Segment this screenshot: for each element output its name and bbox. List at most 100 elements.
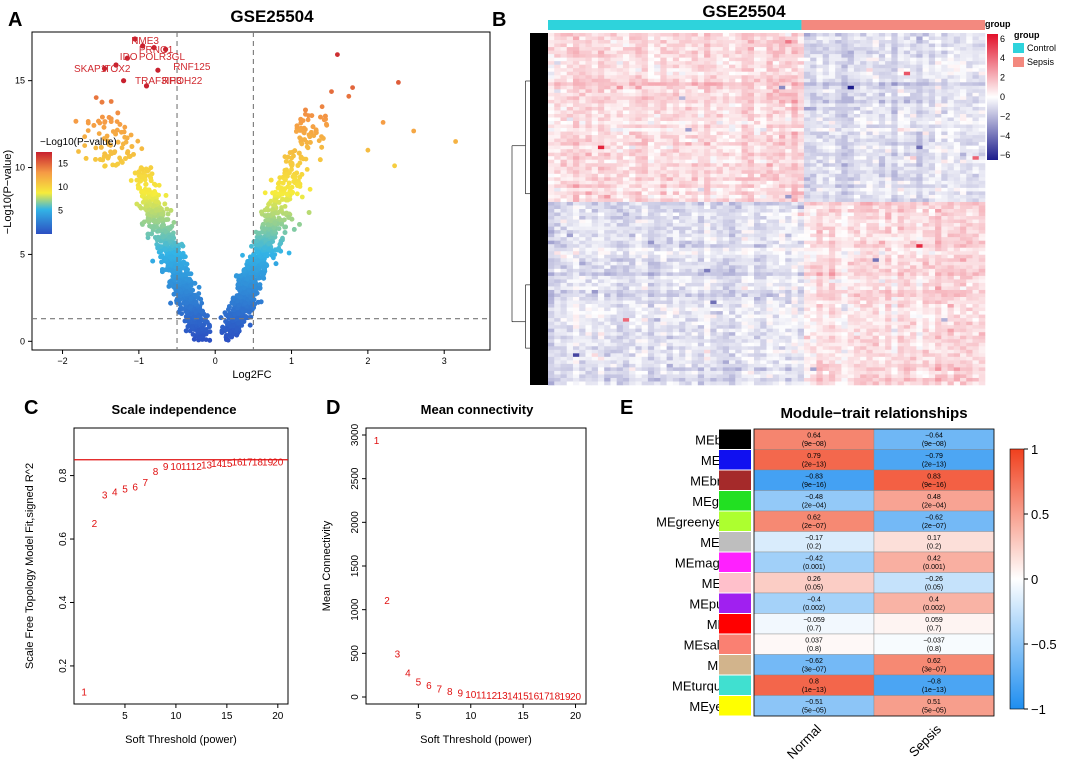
heatmap-cell bbox=[679, 89, 686, 94]
heatmap-cell bbox=[766, 113, 774, 118]
heatmap-cell bbox=[772, 99, 780, 104]
heatmap-cell bbox=[635, 75, 642, 80]
heatmap-cell bbox=[866, 47, 873, 51]
heatmap-cell bbox=[604, 43, 611, 48]
heatmap-cell bbox=[554, 110, 561, 115]
heatmap-cell bbox=[953, 89, 961, 94]
heatmap-cell bbox=[566, 57, 574, 62]
volcano-point bbox=[254, 268, 259, 273]
heatmap-cell bbox=[616, 92, 624, 97]
heatmap-cell bbox=[803, 89, 811, 94]
heatmap-cell bbox=[785, 50, 792, 55]
heatmap-cell bbox=[560, 57, 568, 62]
heatmap-cell bbox=[797, 64, 805, 69]
heatmap-cell bbox=[641, 113, 649, 118]
heatmap-cell bbox=[872, 40, 880, 44]
heatmap-cell bbox=[822, 75, 830, 80]
heatmap-cell bbox=[585, 43, 592, 48]
heatmap-cell bbox=[772, 82, 780, 87]
heatmap-cell bbox=[872, 33, 880, 37]
heatmap-cell bbox=[697, 99, 705, 104]
heatmap-cell bbox=[616, 64, 624, 69]
heatmap-cell bbox=[560, 124, 568, 129]
volcano-point bbox=[197, 320, 203, 325]
heatmap-cell bbox=[916, 64, 923, 69]
heatmap-cell bbox=[953, 50, 961, 55]
heatmap-cell bbox=[978, 54, 986, 58]
heatmap-cell bbox=[716, 113, 724, 118]
heatmap-cell bbox=[622, 40, 630, 44]
heatmap-cell bbox=[816, 85, 823, 90]
volcano-point bbox=[151, 225, 157, 231]
volcano-point bbox=[297, 222, 302, 227]
heatmap-cell bbox=[816, 43, 823, 48]
volcano-point bbox=[145, 235, 151, 241]
heatmap-cell bbox=[654, 106, 661, 111]
volcano-point bbox=[108, 99, 114, 104]
heatmap-cell bbox=[704, 40, 711, 44]
heatmap-cell bbox=[922, 113, 930, 118]
heatmap-cell bbox=[978, 36, 986, 41]
heatmap-cell bbox=[647, 64, 655, 69]
heatmap-cell bbox=[691, 64, 699, 69]
volcano-point bbox=[203, 337, 209, 342]
heatmap-cell bbox=[810, 43, 817, 48]
heatmap-cell bbox=[754, 75, 761, 80]
heatmap-cell bbox=[554, 85, 561, 90]
heatmap-cell bbox=[747, 110, 755, 115]
heatmap-cell bbox=[735, 78, 742, 83]
heatmap-cell bbox=[641, 78, 649, 83]
heatmap-cell bbox=[741, 43, 749, 48]
volcano-point bbox=[266, 241, 271, 247]
volcano-point bbox=[93, 145, 99, 151]
heatmap-cell bbox=[941, 68, 948, 73]
heatmap-cell bbox=[966, 47, 973, 51]
heatmap-cell bbox=[835, 57, 842, 62]
heatmap-cell bbox=[972, 43, 980, 48]
heatmap-cell bbox=[947, 40, 955, 44]
heatmap-cell bbox=[691, 61, 699, 65]
heatmap-cell bbox=[885, 68, 892, 73]
heatmap-cell bbox=[903, 85, 911, 90]
heatmap-cell bbox=[803, 54, 811, 58]
heatmap-cell bbox=[729, 85, 736, 90]
heatmap-cell bbox=[747, 113, 755, 118]
heatmap-cell bbox=[903, 82, 911, 87]
heatmap-cell bbox=[754, 103, 761, 108]
heatmap-cell bbox=[960, 40, 967, 44]
heatmap-cell bbox=[704, 99, 711, 104]
heatmap-cell bbox=[828, 82, 836, 87]
heatmap-cell bbox=[704, 117, 711, 122]
heatmap-cell bbox=[666, 82, 674, 87]
volcano-point bbox=[218, 315, 224, 321]
heatmap-cell bbox=[822, 82, 830, 87]
heatmap-cell bbox=[591, 89, 599, 94]
heatmap-cell bbox=[647, 36, 655, 41]
heatmap-cell bbox=[560, 110, 568, 115]
y-tick-label: 5 bbox=[20, 249, 25, 259]
heatmap-cell bbox=[897, 43, 905, 48]
heatmap-cell bbox=[772, 113, 780, 118]
heatmap-cell bbox=[622, 89, 630, 94]
heatmap-cell bbox=[735, 121, 742, 125]
heatmap-cell bbox=[747, 57, 755, 62]
x-tick-label: 3 bbox=[442, 356, 447, 366]
heatmap-cell bbox=[754, 40, 761, 44]
volcano-point bbox=[286, 211, 292, 217]
heatmap-cell bbox=[910, 50, 917, 55]
heatmap-cell bbox=[941, 57, 948, 62]
heatmap-cell bbox=[972, 40, 980, 44]
heatmap-cell bbox=[572, 68, 580, 73]
heatmap-cell bbox=[579, 54, 586, 58]
heatmap-cell bbox=[816, 64, 823, 69]
heatmap-cell bbox=[654, 33, 661, 37]
heatmap-cell bbox=[604, 82, 611, 87]
heatmap-cell bbox=[966, 40, 973, 44]
heatmap-cell bbox=[647, 106, 655, 111]
heatmap-cell bbox=[810, 82, 817, 87]
heatmap-cell bbox=[903, 89, 911, 94]
heatmap-cell bbox=[716, 64, 724, 69]
heatmap-cell bbox=[928, 71, 936, 76]
heatmap-cell bbox=[903, 113, 911, 118]
heatmap-cell bbox=[654, 36, 661, 41]
